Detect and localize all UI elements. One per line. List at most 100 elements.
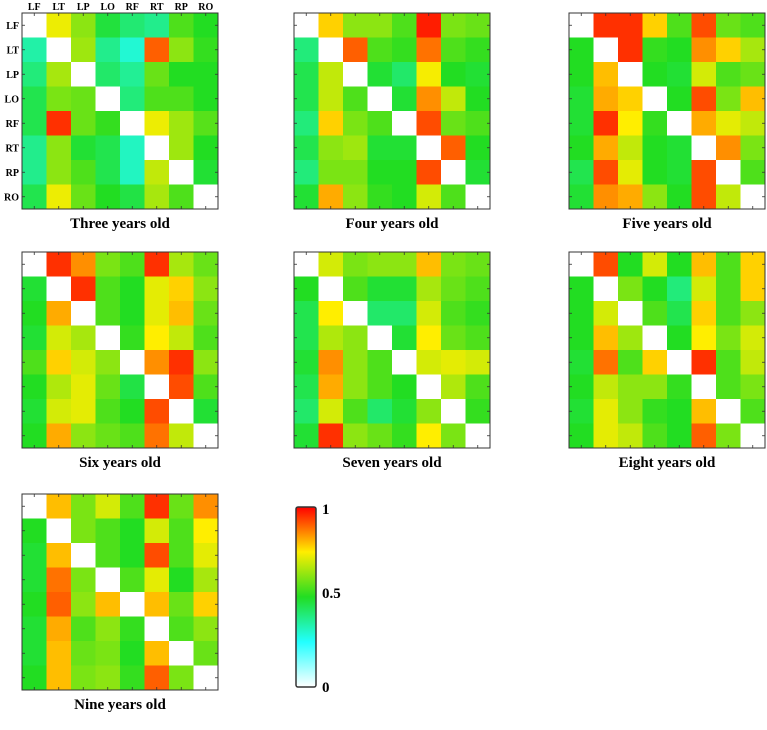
- colorbar-mid-label: 0.5: [322, 586, 341, 602]
- heatmap-cell: [294, 86, 319, 112]
- heatmap-cell: [593, 37, 619, 63]
- heatmap-cell: [740, 160, 766, 185]
- heatmap-cell: [144, 641, 170, 666]
- heatmap-cell: [465, 13, 491, 38]
- heatmap-cell: [22, 518, 47, 544]
- heatmap-cell: [416, 13, 442, 38]
- heatmap-frame: [293, 251, 491, 449]
- heatmap-cell: [169, 567, 194, 593]
- heatmap-cell: [294, 62, 319, 87]
- heatmap-cell: [318, 325, 344, 351]
- heatmap-cell: [343, 276, 368, 302]
- heatmap-cell: [569, 301, 594, 326]
- heatmap-cell: [22, 423, 47, 449]
- heatmap-cell: [120, 37, 145, 63]
- heatmap-cell: [120, 276, 145, 302]
- heatmap-cell: [120, 13, 145, 38]
- heatmap-cell: [593, 399, 619, 424]
- heatmap-cell: [691, 399, 717, 424]
- heatmap-cell: [193, 111, 219, 136]
- heatmap-cell: [120, 665, 145, 691]
- heatmap-cell: [416, 423, 442, 449]
- heatmap-cell: [667, 301, 692, 326]
- heatmap-cell: [144, 616, 170, 642]
- heatmap-cell: [95, 543, 121, 568]
- heatmap-cell: [691, 350, 717, 375]
- heatmap-cell: [618, 399, 643, 424]
- heatmap-cell: [465, 111, 491, 136]
- heatmap-cell: [95, 135, 121, 161]
- heatmap-cell: [294, 37, 319, 63]
- heatmap-cell: [569, 62, 594, 87]
- heatmap-cell: [716, 399, 741, 424]
- heatmap-cell: [318, 374, 344, 400]
- heatmap-cell: [642, 160, 668, 185]
- heatmap-cell: [465, 276, 491, 302]
- heatmap-cell: [569, 423, 594, 449]
- heatmap-cell: [367, 37, 393, 63]
- heatmap-cell: [343, 325, 368, 351]
- heatmap-cell: [343, 350, 368, 375]
- heatmap-cell: [71, 374, 96, 400]
- heatmap-cell: [367, 325, 393, 351]
- heatmap-cell: [740, 62, 766, 87]
- heatmap-cell: [71, 301, 96, 326]
- heatmap-cell: [46, 616, 72, 642]
- heatmap-cell: [71, 62, 96, 87]
- heatmap-cell: [416, 160, 442, 185]
- heatmap-cell: [569, 374, 594, 400]
- heatmap-cell: [71, 665, 96, 691]
- heatmap-cell: [318, 62, 344, 87]
- heatmap-cell: [95, 301, 121, 326]
- heatmap-cell: [691, 86, 717, 112]
- heatmap-cell: [618, 374, 643, 400]
- heatmap-cell: [593, 276, 619, 302]
- heatmap-cell: [716, 37, 741, 63]
- heatmap-cell: [569, 399, 594, 424]
- heatmap-cell: [144, 13, 170, 38]
- heatmap-cell: [169, 62, 194, 87]
- heatmap-cell: [618, 350, 643, 375]
- heatmap-cell: [740, 399, 766, 424]
- heatmap-cell: [193, 641, 219, 666]
- heatmap-cell: [144, 423, 170, 449]
- heatmap-cell: [392, 160, 417, 185]
- heatmap-cell: [740, 423, 766, 449]
- heatmap-cell: [740, 86, 766, 112]
- heatmap-cell: [465, 135, 491, 161]
- heatmap-cell: [569, 350, 594, 375]
- heatmap-cell: [71, 86, 96, 112]
- heatmap-cell: [193, 592, 219, 617]
- heatmap-cell: [392, 301, 417, 326]
- heatmap-cell: [120, 616, 145, 642]
- heatmap-cell: [95, 494, 121, 519]
- heatmap-cell: [642, 399, 668, 424]
- heatmap-cell: [144, 399, 170, 424]
- heatmap-cell: [318, 111, 344, 136]
- heatmap-cell: [95, 325, 121, 351]
- heatmap-cell: [716, 160, 741, 185]
- heatmap-cell: [294, 350, 319, 375]
- heatmap-cell: [441, 252, 466, 277]
- heatmap-cell: [593, 86, 619, 112]
- heatmap-cell: [318, 423, 344, 449]
- heatmap-cell: [416, 350, 442, 375]
- heatmap-cell: [169, 13, 194, 38]
- heatmap-cell: [716, 374, 741, 400]
- heatmap-cell: [169, 423, 194, 449]
- heatmap-cell: [416, 37, 442, 63]
- heatmap-cell: [367, 62, 393, 87]
- heatmap-cell: [465, 301, 491, 326]
- heatmap-cell: [193, 567, 219, 593]
- heatmap-cell: [642, 37, 668, 63]
- heatmap-cell: [642, 350, 668, 375]
- heatmap-cell: [618, 252, 643, 277]
- heatmap-cell: [667, 37, 692, 63]
- heatmap-cell: [667, 135, 692, 161]
- heatmap-cell: [120, 301, 145, 326]
- heatmap-cell: [46, 641, 72, 666]
- heatmap-cell: [416, 111, 442, 136]
- heatmap-cell: [465, 184, 491, 210]
- heatmap-cell: [367, 350, 393, 375]
